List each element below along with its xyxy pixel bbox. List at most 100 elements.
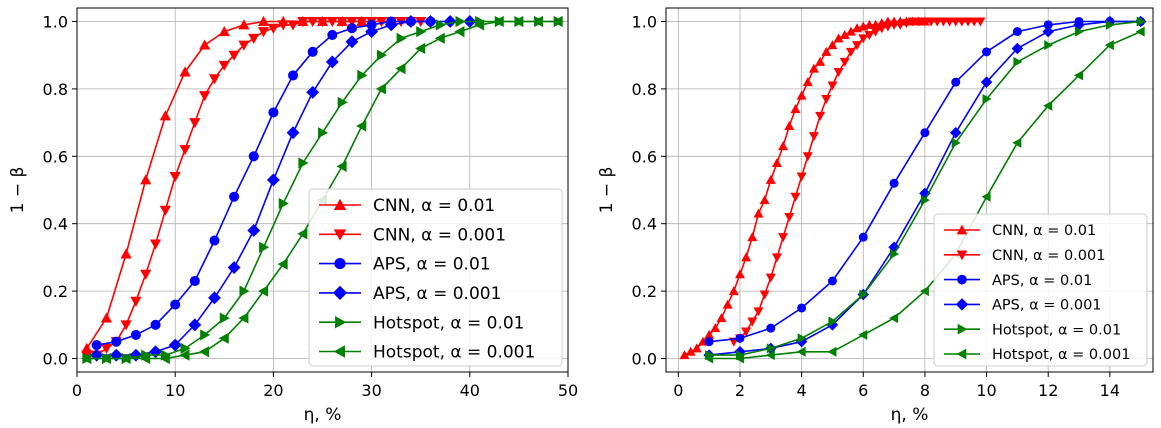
legend-label: APS, α = 0.01: [373, 255, 491, 275]
data-point: [238, 40, 250, 51]
data-point: [307, 17, 319, 28]
data-point: [257, 27, 270, 38]
data-point: [199, 346, 210, 358]
legend-marker: [956, 348, 967, 360]
data-point: [882, 22, 893, 32]
data-point: [1012, 137, 1022, 148]
data-point: [845, 47, 856, 57]
data-point: [919, 286, 929, 297]
data-point: [797, 303, 807, 313]
data-point: [415, 42, 426, 55]
x-tick-label: 2: [735, 381, 745, 400]
data-point: [1105, 19, 1115, 30]
data-point: [268, 107, 279, 118]
x-tick-label: 0: [673, 381, 683, 400]
y-tick-label: 0.6: [43, 147, 68, 166]
data-point: [1012, 27, 1022, 37]
data-point: [81, 352, 92, 365]
plot-frame: [665, 7, 1154, 373]
legend-label: APS, α = 0.001: [373, 284, 501, 304]
data-point: [766, 343, 776, 354]
data-point: [951, 77, 961, 87]
data-point: [716, 313, 727, 323]
data-point: [759, 195, 770, 205]
data-point: [858, 34, 869, 44]
data-point: [404, 15, 418, 28]
y-tick-label: 0.8: [632, 80, 657, 99]
data-point: [975, 17, 986, 27]
data-point: [827, 346, 837, 357]
y-tick-label: 1.0: [632, 12, 657, 31]
data-point: [170, 299, 181, 310]
legend-label: Hotspot, α = 0.01: [992, 322, 1121, 338]
data-point: [81, 342, 93, 353]
data-point: [759, 290, 770, 300]
data-point: [120, 248, 132, 259]
legend-marker: [333, 229, 347, 241]
legend-label: Hotspot, α = 0.01: [373, 313, 524, 333]
data-point: [1075, 26, 1085, 37]
legend-label: CNN, α = 0.001: [992, 248, 1105, 264]
data-point: [796, 346, 806, 357]
data-point: [208, 291, 221, 305]
data-point: [129, 348, 143, 362]
data-point: [1043, 100, 1053, 111]
data-point: [784, 120, 795, 130]
data-point: [179, 349, 190, 361]
data-point: [130, 329, 141, 340]
data-point: [859, 289, 869, 300]
data-point: [90, 348, 104, 362]
data-point: [864, 30, 875, 40]
data-point: [845, 26, 856, 36]
data-point: [790, 192, 801, 202]
data-point: [513, 15, 524, 28]
data-point: [336, 160, 347, 173]
chart-panel-right: 0 2 4 6 8 10 12 14 0.0 0.2 0.4 0.6 0.8 1.0 η, % 1 − β CN…: [597, 7, 1154, 425]
data-point: [345, 35, 359, 49]
data-point: [876, 24, 887, 34]
data-point: [815, 111, 826, 121]
x-tick-label: 4: [797, 381, 807, 400]
data-point: [238, 312, 249, 324]
data-point: [870, 27, 881, 37]
data-point: [889, 178, 899, 188]
data-point: [778, 141, 789, 151]
x-tick-label: 30: [361, 381, 381, 400]
data-point: [858, 232, 868, 242]
data-point: [277, 20, 289, 31]
x-tick-label: 40: [460, 381, 480, 400]
data-point: [982, 47, 992, 57]
legend-marker: [955, 298, 969, 311]
data-point: [199, 39, 211, 50]
data-point: [200, 329, 211, 341]
data-point: [120, 320, 132, 331]
data-point: [218, 332, 229, 344]
data-point: [765, 273, 776, 283]
data-point: [920, 195, 930, 206]
data-point: [306, 85, 320, 99]
data-point: [318, 127, 329, 139]
data-point: [735, 333, 745, 343]
data-point: [287, 20, 299, 31]
data-point: [1044, 40, 1054, 51]
data-point: [1043, 20, 1053, 30]
data-point: [130, 296, 142, 307]
data-point: [778, 233, 789, 243]
data-point: [179, 145, 191, 156]
data-point: [827, 40, 838, 50]
data-point: [326, 17, 338, 28]
data-point: [169, 172, 181, 183]
data-point: [685, 346, 696, 356]
y-tick-label: 0.2: [632, 282, 657, 301]
data-point: [208, 74, 221, 85]
data-point: [257, 285, 269, 297]
data-point: [828, 316, 838, 327]
data-point: [532, 15, 544, 28]
data-point: [435, 19, 446, 31]
data-point: [238, 19, 250, 30]
data-point: [753, 307, 764, 317]
data-point: [227, 261, 241, 274]
data-point: [395, 63, 406, 75]
data-point: [375, 83, 386, 95]
